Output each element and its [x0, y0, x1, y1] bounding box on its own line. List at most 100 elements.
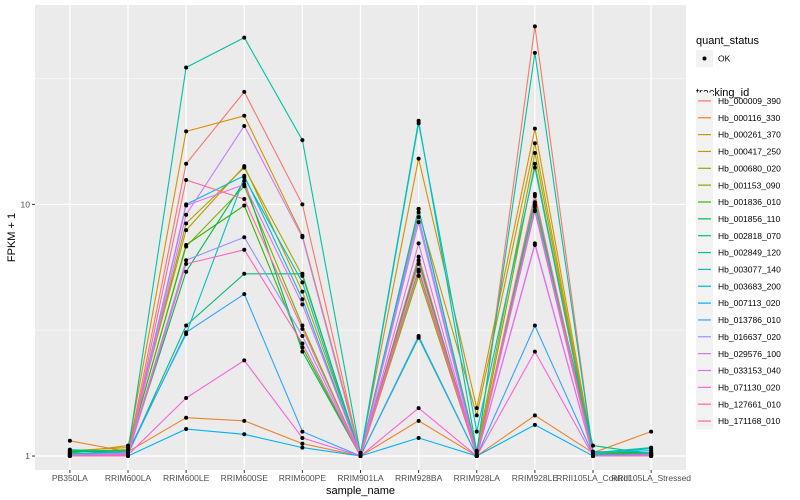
data-point-Hb_000116_330-RRIM600PE	[300, 441, 305, 446]
data-point-Hb_171168_010-RRIM600SE	[242, 197, 247, 202]
legend-label-Hb_001836_010: Hb_001836_010	[718, 197, 781, 207]
data-point-Hb_000417_250-RRIM600LA	[126, 443, 130, 448]
legend-label-Hb_001856_110: Hb_001856_110	[718, 214, 781, 224]
data-point-Hb_016637_020-RRIM928LE	[532, 204, 537, 209]
legend-point-icon	[702, 56, 707, 61]
data-point-Hb_171168_010-RRII105LA_Control	[591, 454, 595, 459]
data-point-Hb_002818_070-RRIM600SE	[242, 271, 247, 276]
legend-label-Hb_033153_040: Hb_033153_040	[718, 366, 781, 376]
x-tick-label: RRII105LA_Stressed	[611, 473, 691, 483]
data-point-Hb_171168_010-RRIM928LA	[474, 454, 479, 459]
x-tick-label: PB350LA	[52, 473, 88, 483]
data-point-Hb_007113_020-RRIM928LE	[532, 422, 537, 427]
data-point-Hb_071130_020-RRIM928BA	[416, 406, 421, 411]
data-point-Hb_003077_140-RRIM928LA	[474, 429, 479, 434]
data-point-Hb_016637_020-RRIM600PE	[300, 333, 305, 338]
data-point-Hb_007113_020-RRIM600LE	[184, 427, 189, 432]
data-point-Hb_033153_040-RRIM600PE	[300, 302, 305, 307]
legend-label-Hb_003683_200: Hb_003683_200	[718, 281, 781, 291]
data-point-Hb_003077_140-RRIM928LE	[532, 165, 537, 170]
data-point-Hb_033153_040-RRIM928LE	[532, 242, 537, 247]
legend-label-Hb_000680_020: Hb_000680_020	[718, 163, 781, 173]
x-tick-label: RRIM600PE	[279, 473, 327, 483]
data-point-Hb_000417_250-RRIM928LE	[532, 141, 537, 146]
data-point-Hb_000116_330-RRIM600LE	[184, 415, 189, 420]
x-tick-label: RRIM928LA	[454, 473, 501, 483]
legend-label-Hb_029576_100: Hb_029576_100	[718, 349, 781, 359]
data-point-Hb_127661_010-RRIM600SE	[242, 247, 247, 252]
data-point-Hb_171168_010-RRIM928BA	[416, 269, 421, 274]
x-tick-label: RRIM901LA	[337, 473, 384, 483]
data-point-Hb_001153_090-RRIM928BA	[416, 273, 421, 278]
data-point-Hb_000680_020-RRIM928LE	[532, 151, 537, 156]
data-point-Hb_013786_010-RRIM928LE	[532, 323, 537, 328]
y-axis: 1 10	[21, 199, 35, 461]
data-point-Hb_171168_010-RRIM901LA	[358, 454, 363, 459]
data-point-Hb_000261_370-RRIM928BA	[416, 156, 421, 161]
data-point-Hb_016637_020-RRIM600SE	[242, 235, 247, 240]
data-point-Hb_071130_020-RRIM600PE	[300, 435, 305, 440]
data-point-Hb_033153_040-RRIM600SE	[242, 182, 247, 187]
data-point-Hb_002849_120-RRIM600PE	[300, 138, 305, 143]
x-tick-label: RRIM600LA	[105, 473, 152, 483]
data-point-Hb_000417_250-RRIM928BA	[416, 210, 421, 215]
data-point-Hb_007113_020-RRIM600PE	[300, 445, 305, 450]
x-tick-label: RRIM600SE	[221, 473, 269, 483]
data-point-Hb_171168_010-RRIM600LE	[184, 178, 189, 183]
data-point-Hb_171168_010-RRII105LA_Stressed	[649, 454, 654, 459]
legend: quant_status OK tracking_id Hb_000009_39…	[696, 35, 781, 430]
legend-label-Hb_016637_020: Hb_016637_020	[718, 332, 781, 342]
data-point-Hb_001856_110-RRIM600LE	[184, 269, 189, 274]
data-point-Hb_000261_370-RRIM928LA	[474, 406, 479, 411]
data-point-Hb_000116_330-RRIM600SE	[242, 418, 247, 423]
data-point-Hb_001153_090-RRIM928LE	[532, 161, 537, 166]
y-tick-label: 1	[25, 451, 30, 461]
data-point-Hb_000680_020-RRIM600SE	[242, 165, 247, 170]
data-point-Hb_171168_010-RRIM600LA	[126, 454, 130, 459]
legend-label-Hb_000417_250: Hb_000417_250	[718, 147, 781, 157]
legend-label-Hb_003077_140: Hb_003077_140	[718, 265, 781, 275]
data-point-Hb_002818_070-RRII105LA_Control	[591, 443, 595, 448]
legend-label-Hb_013786_010: Hb_013786_010	[718, 315, 781, 325]
data-point-Hb_001836_010-RRIM600PE	[300, 345, 305, 350]
data-point-Hb_000116_330-RRIM928LE	[532, 413, 537, 418]
legend-label-Hb_071130_020: Hb_071130_020	[718, 382, 781, 392]
data-point-Hb_000261_370-RRIM600LE	[184, 129, 189, 134]
data-point-Hb_013786_010-RRIM600LE	[184, 330, 189, 335]
data-point-Hb_013786_010-RRIM928BA	[416, 333, 421, 338]
data-point-Hb_033153_040-RRIM600LE	[184, 203, 189, 208]
data-point-Hb_007113_020-RRIM928BA	[416, 435, 421, 440]
data-point-Hb_127661_010-RRIM928LE	[532, 209, 537, 214]
data-point-Hb_013786_010-RRIM600PE	[300, 429, 305, 434]
data-point-Hb_000116_330-PB350LA	[67, 438, 72, 443]
y-tick-label: 10	[21, 199, 31, 209]
x-axis: PB350LA RRIM600LA RRIM600LE RRIM600SE RRIM60…	[52, 470, 691, 483]
x-tick-label: RRIM928LE	[512, 473, 559, 483]
data-point-Hb_000009_390-RRIM928BA	[416, 254, 421, 259]
data-point-Hb_003683_200-RRIM600PE	[300, 297, 305, 302]
data-point-Hb_001836_010-RRIM600LE	[184, 242, 189, 247]
data-point-Hb_000009_390-RRIM600PE	[300, 202, 305, 207]
data-point-Hb_071130_020-RRIM600LE	[184, 396, 189, 401]
data-point-Hb_127661_010-RRIM600LE	[184, 261, 189, 266]
data-point-Hb_000009_390-RRIM600LE	[184, 161, 189, 166]
x-axis-title: sample_name	[326, 485, 395, 497]
data-point-Hb_071130_020-RRIM600SE	[242, 358, 247, 363]
legend-label-Hb_000009_390: Hb_000009_390	[718, 96, 781, 106]
data-point-Hb_002818_070-RRIM600PE	[300, 271, 305, 276]
data-point-Hb_171168_010-RRIM600PE	[300, 326, 305, 331]
data-point-Hb_033153_040-RRIM928BA	[416, 241, 421, 246]
data-point-Hb_002849_120-RRIM600SE	[242, 35, 247, 40]
data-point-Hb_002849_120-PB350LA	[67, 447, 72, 452]
data-point-Hb_001856_110-RRIM600PE	[300, 349, 305, 354]
data-point-Hb_171168_010-RRIM928LE	[532, 191, 537, 196]
data-point-Hb_000009_390-RRIM600SE	[242, 89, 247, 94]
data-point-Hb_002849_120-RRIM600LE	[184, 65, 189, 70]
data-point-Hb_029576_100-RRIM600LE	[184, 212, 189, 217]
legend-label-Hb_171168_010: Hb_171168_010	[718, 416, 781, 426]
data-point-Hb_007113_020-RRIM600SE	[242, 432, 247, 437]
data-point-Hb_016637_020-RRIM600LE	[184, 258, 189, 263]
series-points	[67, 24, 654, 459]
data-point-Hb_000116_330-RRIM928BA	[416, 418, 421, 423]
